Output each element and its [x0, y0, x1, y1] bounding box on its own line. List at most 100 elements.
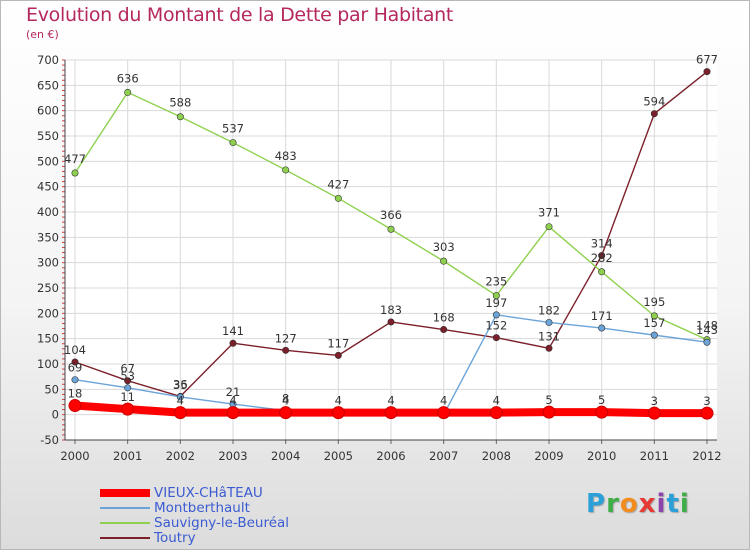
- chart-legend: VIEUX-CHâTEAU Montberthault Sauvigny-le-Be…: [100, 486, 360, 546]
- x-tick-label: 2008: [482, 449, 511, 463]
- data-label: 104: [64, 343, 86, 357]
- data-point: [124, 377, 132, 385]
- data-label: 4: [177, 394, 184, 408]
- data-label: 171: [591, 309, 613, 323]
- x-tick-label: 2005: [324, 449, 353, 463]
- data-label: 152: [485, 319, 507, 333]
- data-label: 4: [282, 394, 289, 408]
- logo-letter: P: [586, 489, 607, 519]
- data-point: [384, 406, 398, 420]
- legend-item: Sauvigny-le-Beuréal: [100, 516, 360, 531]
- data-point: [331, 406, 345, 420]
- data-label: 371: [538, 206, 560, 220]
- logo-letter: t: [666, 489, 680, 519]
- data-point: [71, 358, 79, 366]
- data-label: 131: [538, 329, 560, 343]
- data-label: 4: [387, 394, 394, 408]
- data-point: [279, 406, 293, 420]
- data-point: [334, 351, 342, 359]
- data-point: [492, 334, 500, 342]
- data-point: [598, 268, 606, 276]
- y-tick-label: 400: [37, 205, 59, 219]
- logo-letter: i: [679, 489, 690, 519]
- data-point: [703, 338, 711, 346]
- x-tick-label: 2011: [640, 449, 669, 463]
- data-label: 4: [440, 394, 447, 408]
- x-tick-label: 2012: [692, 449, 721, 463]
- data-point: [650, 110, 658, 118]
- data-point: [176, 393, 184, 401]
- legend-swatch: [100, 507, 150, 509]
- y-tick-label: 100: [37, 357, 59, 371]
- data-point: [703, 68, 711, 76]
- data-point: [437, 406, 451, 420]
- data-point: [387, 225, 395, 233]
- y-tick-label: 50: [44, 382, 59, 396]
- data-label: 36: [173, 377, 188, 391]
- data-label: 5: [545, 393, 552, 407]
- legend-swatch: [100, 537, 150, 539]
- data-point: [650, 312, 658, 320]
- data-label: 117: [327, 336, 349, 350]
- x-tick-label: 2004: [271, 449, 300, 463]
- data-label: 4: [229, 394, 236, 408]
- data-label: 168: [433, 311, 455, 325]
- logo-letter: o: [619, 489, 639, 519]
- data-point: [545, 344, 553, 352]
- legend-label: VIEUX-CHâTEAU: [154, 485, 263, 501]
- y-tick-label: 700: [37, 53, 59, 67]
- data-label: 477: [64, 152, 86, 166]
- data-label: 3: [703, 394, 710, 408]
- data-point: [124, 384, 132, 392]
- logo-letter: r: [606, 489, 620, 519]
- data-label: 8: [282, 392, 289, 406]
- logo-letter: i: [656, 489, 667, 519]
- legend-item: VIEUX-CHâTEAU: [100, 486, 360, 501]
- data-point: [176, 113, 184, 121]
- data-point: [282, 346, 290, 354]
- proxiti-logo: Proxiti: [586, 489, 690, 519]
- data-label: 4: [493, 394, 500, 408]
- data-label: 182: [538, 303, 560, 317]
- data-label: 195: [643, 295, 665, 309]
- logo-letter: x: [638, 489, 657, 519]
- legend-label: Sauvigny-le-Beuréal: [154, 515, 290, 531]
- data-point: [545, 318, 553, 326]
- y-tick-label: 650: [37, 78, 59, 92]
- x-tick-label: 2002: [166, 449, 195, 463]
- data-point: [595, 405, 609, 419]
- data-label: 483: [275, 149, 297, 163]
- data-point: [71, 169, 79, 177]
- data-point: [124, 88, 132, 96]
- data-label: 67: [120, 362, 135, 376]
- data-label: 21: [226, 385, 241, 399]
- data-point: [68, 399, 82, 413]
- legend-label: Toutry: [154, 530, 196, 546]
- data-label: 35: [173, 378, 188, 392]
- data-label: 53: [120, 369, 135, 383]
- data-label: 314: [591, 237, 613, 251]
- data-label: 594: [643, 95, 665, 109]
- data-label: 537: [222, 122, 244, 136]
- x-tick-label: 2003: [218, 449, 247, 463]
- legend-label: Montberthault: [154, 500, 250, 516]
- data-label: 366: [380, 208, 402, 222]
- data-label: 148: [696, 319, 718, 333]
- data-label: 69: [68, 361, 83, 375]
- data-point: [489, 406, 503, 420]
- data-point: [700, 406, 714, 420]
- data-point: [440, 326, 448, 334]
- x-tick-label: 2009: [534, 449, 563, 463]
- x-tick-label: 2006: [376, 449, 405, 463]
- y-tick-label: 300: [37, 256, 59, 270]
- y-tick-label: 450: [37, 180, 59, 194]
- data-label: 4: [335, 394, 342, 408]
- y-tick-label: 500: [37, 154, 59, 168]
- data-point: [226, 406, 240, 420]
- data-point: [334, 194, 342, 202]
- data-label: 183: [380, 303, 402, 317]
- data-label: 18: [68, 387, 83, 401]
- y-axis-unit: (en €): [26, 28, 59, 41]
- data-label: 3: [651, 394, 658, 408]
